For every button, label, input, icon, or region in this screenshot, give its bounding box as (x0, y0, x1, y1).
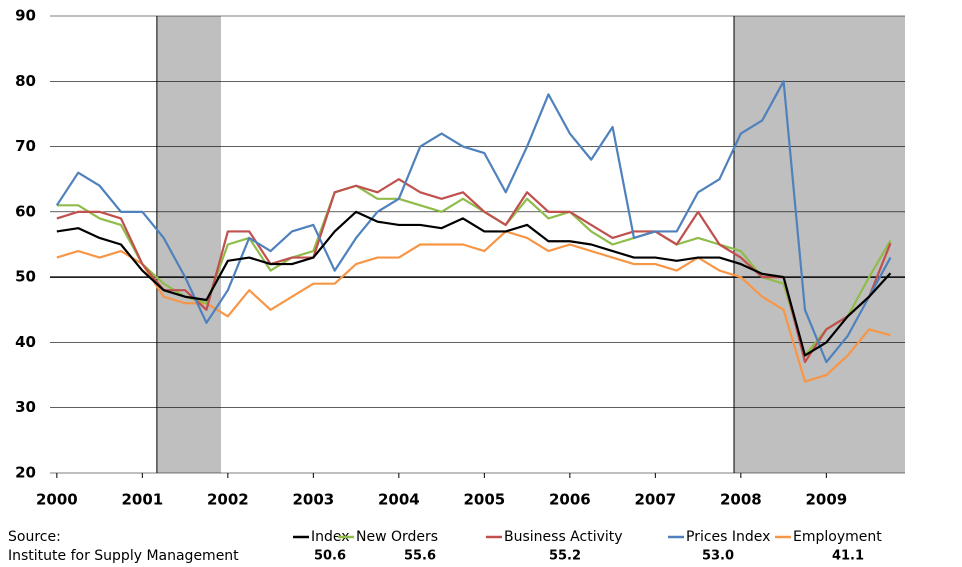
y-tick-label: 80 (15, 72, 36, 90)
legend-value: 50.6 (314, 549, 346, 564)
legend-value: 41.1 (832, 549, 864, 564)
legend-value: 55.2 (549, 549, 581, 564)
x-tick-label: 2007 (634, 491, 676, 509)
legend-label: New Orders (356, 529, 438, 545)
source: Institute for Supply Management (8, 548, 239, 564)
legend-value: 53.0 (702, 549, 734, 564)
y-tick-label: 60 (15, 202, 36, 220)
series-line (56, 210, 892, 357)
x-tick-label: 2003 (292, 491, 334, 509)
x-tick-label: 2000 (36, 491, 78, 509)
y-tick-label: 40 (15, 333, 36, 351)
x-tick-label: 2009 (805, 491, 847, 509)
legend-value: 55.6 (404, 549, 436, 564)
legend-label: Employment (793, 529, 882, 545)
legend-label: Index (311, 529, 350, 545)
source-label: Source: (8, 529, 61, 545)
legend-label: Business Activity (504, 529, 623, 545)
legend-label: Prices Index (686, 529, 770, 545)
series-line (56, 230, 891, 383)
x-tick-label: 2005 (463, 491, 505, 509)
series-line (55, 80, 892, 364)
x-tick-label: 2008 (720, 491, 762, 509)
y-tick-label: 50 (15, 268, 36, 286)
x-tick-label: 2006 (549, 491, 591, 509)
x-tick-label: 2004 (378, 491, 420, 509)
y-tick-label: 70 (15, 137, 36, 155)
x-tick-label: 2002 (207, 491, 249, 509)
y-tick-label: 20 (15, 464, 36, 482)
y-tick-label: 90 (15, 7, 36, 25)
y-tick-label: 30 (15, 398, 36, 416)
recession-band (734, 16, 905, 473)
x-tick-label: 2001 (121, 491, 163, 509)
